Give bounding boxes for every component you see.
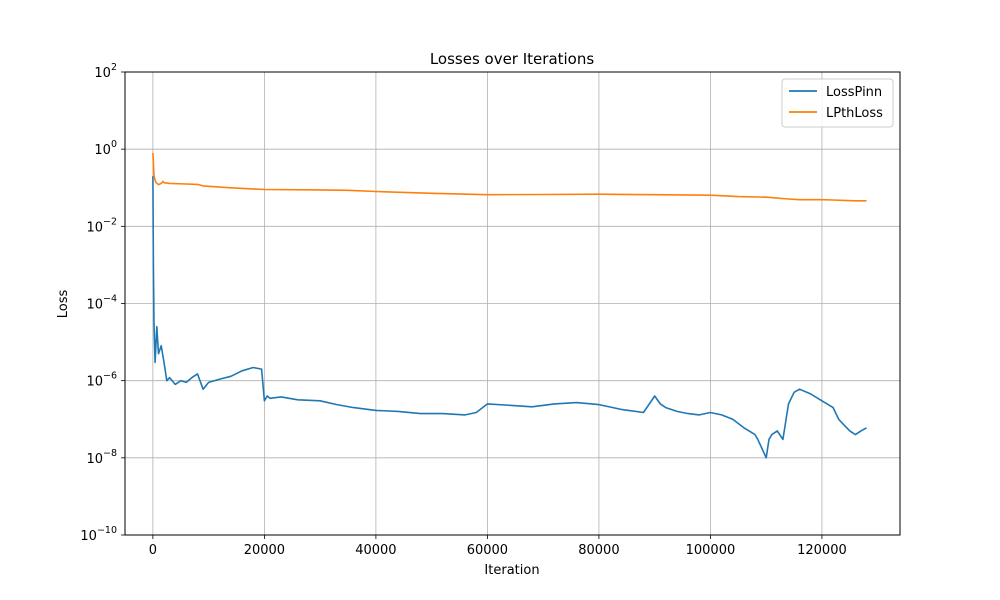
y-tick-label: 10−2 — [86, 216, 117, 235]
plot-area — [152, 152, 867, 459]
series-line-losspinn — [152, 176, 867, 459]
x-tick-label: 120000 — [797, 543, 847, 558]
y-tick-label: 10−6 — [86, 371, 117, 390]
legend: LossPinn LPthLoss — [781, 78, 894, 128]
x-axis: 0 20000 40000 60000 80000 100000 120000 — [149, 535, 847, 558]
x-tick-label: 60000 — [467, 543, 508, 558]
x-axis-label: Iteration — [484, 563, 539, 578]
x-tick-label: 20000 — [244, 543, 285, 558]
y-tick-label: 102 — [94, 62, 117, 81]
y-tick-label: 10−8 — [86, 448, 117, 467]
series-line-lpthloss — [152, 152, 867, 202]
x-tick-label: 0 — [149, 543, 157, 558]
legend-label: LPthLoss — [826, 106, 883, 121]
chart-title: Losses over Iterations — [430, 50, 595, 68]
x-tick-label: 40000 — [355, 543, 396, 558]
y-tick-label: 10−10 — [80, 525, 117, 544]
y-axis-label: Loss — [56, 290, 71, 319]
x-tick-label: 80000 — [578, 543, 619, 558]
legend-label: LossPinn — [826, 85, 882, 100]
y-axis: 10−10 10−8 10−6 10−4 10−2 100 102 — [80, 62, 125, 544]
y-tick-label: 100 — [94, 139, 117, 158]
y-tick-label: 10−4 — [86, 294, 117, 313]
x-tick-label: 100000 — [686, 543, 736, 558]
